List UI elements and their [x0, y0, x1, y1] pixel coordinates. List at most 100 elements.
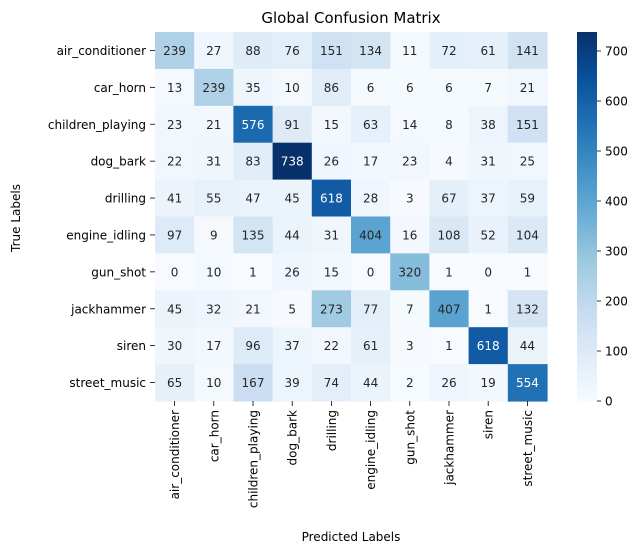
- cell-value-label: 3: [406, 339, 414, 353]
- cell-value-label: 61: [481, 44, 496, 58]
- cell-value-label: 15: [324, 118, 339, 132]
- heatmap-cell: [507, 290, 548, 328]
- cell-value-label: 0: [484, 265, 492, 279]
- heatmap-cell: [507, 179, 548, 218]
- heatmap-cell: [429, 142, 470, 181]
- y-tick-label: air_conditioner: [57, 44, 146, 58]
- cell-value-label: 23: [167, 118, 182, 132]
- y-tick-label: jackhammer: [70, 302, 146, 316]
- cell-value-label: 134: [359, 44, 382, 58]
- colorbar: [577, 32, 597, 401]
- heatmap-cell: [351, 253, 391, 291]
- cell-value-label: 151: [516, 118, 539, 132]
- cell-value-label: 26: [324, 155, 339, 169]
- cell-value-label: 26: [285, 265, 300, 279]
- cell-value-label: 618: [477, 339, 500, 353]
- heatmap-cell: [155, 253, 195, 291]
- heatmap-cell: [429, 216, 470, 254]
- heatmap-cell: [351, 364, 391, 402]
- chart-title: Global Confusion Matrix: [261, 9, 440, 27]
- cell-value-label: 10: [206, 376, 221, 390]
- cell-value-label: 10: [206, 265, 221, 279]
- colorbar-ticks: 0 100 200 300 400 500 600 700: [597, 45, 628, 409]
- cell-value-label: 55: [206, 192, 221, 206]
- x-tick-label: dog_bark: [286, 410, 300, 465]
- heatmap-cell: [507, 216, 548, 254]
- heatmap-cell: [233, 364, 274, 402]
- y-tick-label: drilling: [105, 192, 146, 206]
- heatmap-cell: [311, 327, 352, 365]
- heatmap-cell: [429, 32, 470, 70]
- cell-value-label: 576: [242, 118, 265, 132]
- heatmap-cell: [351, 216, 391, 254]
- cell-value-label: 0: [171, 265, 179, 279]
- heatmap-cell: [272, 290, 313, 328]
- cell-value-label: 41: [167, 192, 182, 206]
- cell-value-label: 1: [524, 265, 532, 279]
- cell-value-label: 31: [206, 155, 221, 169]
- cell-value-label: 5: [288, 302, 296, 316]
- cell-value-label: 2: [406, 376, 414, 390]
- heatmap-cell: [272, 68, 313, 107]
- colorbar-tick-label: 500: [605, 145, 628, 159]
- heatmap-cell: [429, 179, 470, 218]
- cell-value-label: 38: [481, 118, 496, 132]
- heatmap-cell: [272, 105, 313, 144]
- cell-value-label: 320: [398, 265, 421, 279]
- heatmap-cell: [155, 142, 195, 181]
- heatmap-cell: [390, 179, 430, 218]
- heatmap-cell: [390, 290, 430, 328]
- heatmap-cell: [233, 253, 274, 291]
- cell-value-label: 554: [516, 376, 539, 390]
- x-tick-label: jackhammer: [443, 410, 457, 486]
- heatmap-cell: [194, 364, 234, 402]
- heatmap-cell: [351, 68, 391, 107]
- y-tick-label: dog_bark: [91, 155, 146, 169]
- heatmap-cell: [390, 105, 430, 144]
- heatmap-cell: [272, 253, 313, 291]
- cell-value-label: 65: [167, 376, 182, 390]
- cell-value-label: 97: [167, 228, 182, 242]
- heatmap-cell: [311, 142, 352, 181]
- heatmap-cell: [351, 179, 391, 218]
- heatmap-cell: [233, 68, 274, 107]
- cell-value-label: 61: [363, 339, 378, 353]
- cell-value-label: 26: [441, 376, 456, 390]
- x-tick-label: gun_shot: [403, 410, 417, 465]
- cell-value-label: 738: [281, 155, 304, 169]
- cell-value-label: 132: [516, 302, 539, 316]
- cell-value-label: 618: [320, 192, 343, 206]
- cell-value-label: 30: [167, 339, 182, 353]
- cell-value-label: 151: [320, 44, 343, 58]
- cell-value-label: 44: [285, 228, 300, 242]
- heatmap-cell: [351, 290, 391, 328]
- heatmap-cell: [194, 327, 234, 365]
- heatmap-cell: [390, 216, 430, 254]
- cell-value-label: 239: [202, 81, 225, 95]
- heatmap-cell: [311, 364, 352, 402]
- y-tick-label: car_horn: [94, 81, 146, 95]
- colorbar-tick-label: 700: [605, 45, 628, 59]
- cell-value-label: 59: [520, 192, 535, 206]
- heatmap-cell: [507, 105, 548, 144]
- cell-value-label: 31: [481, 155, 496, 169]
- y-tick-label: engine_idling: [66, 228, 146, 242]
- heatmap-cell: [311, 179, 352, 218]
- heatmap-cell: [390, 327, 430, 365]
- heatmap-cell: [468, 179, 509, 218]
- heatmap-cell: [390, 253, 430, 291]
- heatmap-cell: [233, 179, 274, 218]
- cell-value-label: 76: [285, 44, 300, 58]
- heatmap-cell: [311, 253, 352, 291]
- cell-value-label: 28: [363, 192, 378, 206]
- heatmap-cell: [468, 142, 509, 181]
- cell-value-label: 7: [406, 302, 414, 316]
- heatmap-cell: [155, 32, 195, 70]
- cell-value-label: 141: [516, 44, 539, 58]
- heatmap-cell: [272, 216, 313, 254]
- heatmap-cell: [272, 327, 313, 365]
- x-tick-label: siren: [482, 410, 496, 439]
- x-axis-ticks: air_conditioner car_horn children_playing d…: [168, 401, 535, 508]
- heatmap-cell: [429, 364, 470, 402]
